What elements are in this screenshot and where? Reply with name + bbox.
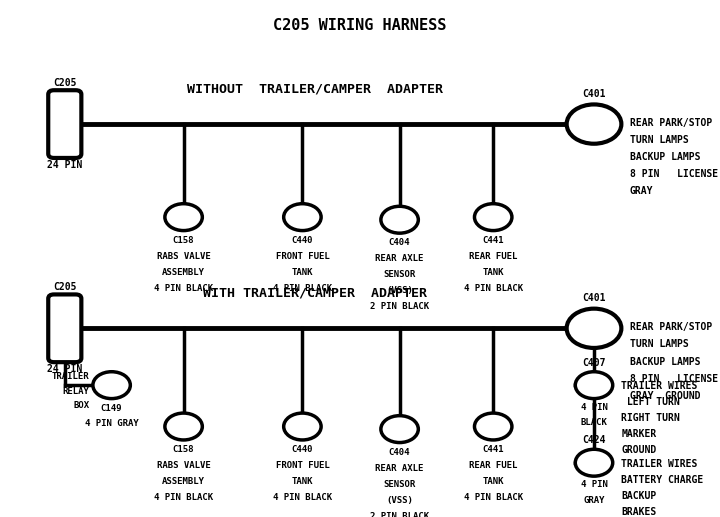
Text: REAR AXLE: REAR AXLE [375, 254, 424, 263]
Text: GROUND: GROUND [621, 445, 657, 455]
Text: C440: C440 [292, 445, 313, 454]
Text: 4 PIN GRAY: 4 PIN GRAY [85, 419, 138, 428]
Text: C407: C407 [582, 358, 606, 368]
Circle shape [165, 204, 202, 231]
Text: 24 PIN: 24 PIN [48, 160, 82, 170]
Circle shape [165, 413, 202, 440]
Circle shape [381, 416, 418, 443]
Text: ASSEMBLY: ASSEMBLY [162, 477, 205, 486]
Text: C440: C440 [292, 236, 313, 245]
Text: 2 PIN BLACK: 2 PIN BLACK [370, 512, 429, 517]
Text: FRONT FUEL: FRONT FUEL [276, 461, 329, 470]
Text: BOX: BOX [73, 401, 89, 410]
Text: TANK: TANK [292, 477, 313, 486]
Text: 4 PIN BLACK: 4 PIN BLACK [273, 284, 332, 293]
Text: C424: C424 [582, 435, 606, 445]
Text: TRAILER: TRAILER [52, 372, 89, 381]
Text: BATTERY CHARGE: BATTERY CHARGE [621, 475, 703, 485]
Text: TRAILER WIRES: TRAILER WIRES [621, 381, 698, 391]
Text: RELAY: RELAY [63, 387, 89, 396]
Text: C158: C158 [173, 445, 194, 454]
Text: 4 PIN BLACK: 4 PIN BLACK [464, 284, 523, 293]
FancyBboxPatch shape [48, 295, 81, 362]
Circle shape [381, 206, 418, 233]
Circle shape [93, 372, 130, 399]
Text: C205: C205 [53, 282, 76, 292]
Text: BLACK: BLACK [580, 418, 608, 427]
Circle shape [474, 413, 512, 440]
Text: REAR AXLE: REAR AXLE [375, 464, 424, 473]
Text: REAR PARK/STOP: REAR PARK/STOP [630, 323, 712, 332]
Text: TANK: TANK [482, 268, 504, 277]
Text: REAR FUEL: REAR FUEL [469, 461, 518, 470]
Text: C205 WIRING HARNESS: C205 WIRING HARNESS [274, 18, 446, 33]
Text: GRAY: GRAY [583, 496, 605, 505]
Circle shape [575, 372, 613, 399]
Text: TURN LAMPS: TURN LAMPS [630, 340, 689, 349]
Text: (VSS): (VSS) [386, 496, 413, 505]
Text: WITH TRAILER/CAMPER  ADAPTER: WITH TRAILER/CAMPER ADAPTER [203, 287, 427, 300]
Text: (VSS): (VSS) [386, 286, 413, 295]
Text: TANK: TANK [482, 477, 504, 486]
Text: C205: C205 [53, 78, 76, 88]
Text: 4 PIN BLACK: 4 PIN BLACK [273, 493, 332, 502]
Text: 2 PIN BLACK: 2 PIN BLACK [370, 302, 429, 311]
Text: ASSEMBLY: ASSEMBLY [162, 268, 205, 277]
Text: REAR PARK/STOP: REAR PARK/STOP [630, 118, 712, 128]
Text: 4 PIN: 4 PIN [580, 480, 608, 489]
Text: 24 PIN: 24 PIN [48, 364, 82, 374]
Text: GRAY: GRAY [630, 187, 654, 196]
Text: WITHOUT  TRAILER/CAMPER  ADAPTER: WITHOUT TRAILER/CAMPER ADAPTER [187, 83, 443, 96]
Text: 8 PIN   LICENSE LAMPS: 8 PIN LICENSE LAMPS [630, 170, 720, 179]
Text: C441: C441 [482, 236, 504, 245]
Text: FRONT FUEL: FRONT FUEL [276, 252, 329, 261]
Text: GRAY  GROUND: GRAY GROUND [630, 391, 701, 401]
Text: BACKUP LAMPS: BACKUP LAMPS [630, 357, 701, 367]
Text: C441: C441 [482, 445, 504, 454]
Text: BACKUP: BACKUP [621, 491, 657, 501]
Text: RIGHT TURN: RIGHT TURN [621, 413, 680, 423]
Circle shape [284, 204, 321, 231]
Text: 4 PIN BLACK: 4 PIN BLACK [464, 493, 523, 502]
Text: BACKUP LAMPS: BACKUP LAMPS [630, 153, 701, 162]
Circle shape [284, 413, 321, 440]
Text: C149: C149 [101, 404, 122, 413]
Circle shape [474, 204, 512, 231]
Circle shape [567, 309, 621, 348]
Text: 4 PIN BLACK: 4 PIN BLACK [154, 493, 213, 502]
Text: 4 PIN BLACK: 4 PIN BLACK [154, 284, 213, 293]
Text: BRAKES: BRAKES [621, 507, 657, 517]
Text: TANK: TANK [292, 268, 313, 277]
Text: 4 PIN: 4 PIN [580, 403, 608, 412]
Text: SENSOR: SENSOR [384, 270, 415, 279]
Text: C404: C404 [389, 238, 410, 247]
Text: TURN LAMPS: TURN LAMPS [630, 135, 689, 145]
Text: RABS VALVE: RABS VALVE [157, 252, 210, 261]
Text: MARKER: MARKER [621, 429, 657, 439]
Text: REAR FUEL: REAR FUEL [469, 252, 518, 261]
Text: C404: C404 [389, 448, 410, 457]
Circle shape [575, 449, 613, 476]
Text: 8 PIN   LICENSE LAMPS: 8 PIN LICENSE LAMPS [630, 374, 720, 384]
Text: SENSOR: SENSOR [384, 480, 415, 489]
Text: C158: C158 [173, 236, 194, 245]
Circle shape [567, 104, 621, 144]
Text: C401: C401 [582, 294, 606, 303]
Text: RABS VALVE: RABS VALVE [157, 461, 210, 470]
Text: LEFT TURN: LEFT TURN [621, 397, 680, 407]
Text: C401: C401 [582, 89, 606, 99]
FancyBboxPatch shape [48, 90, 81, 158]
Text: TRAILER WIRES: TRAILER WIRES [621, 459, 698, 469]
